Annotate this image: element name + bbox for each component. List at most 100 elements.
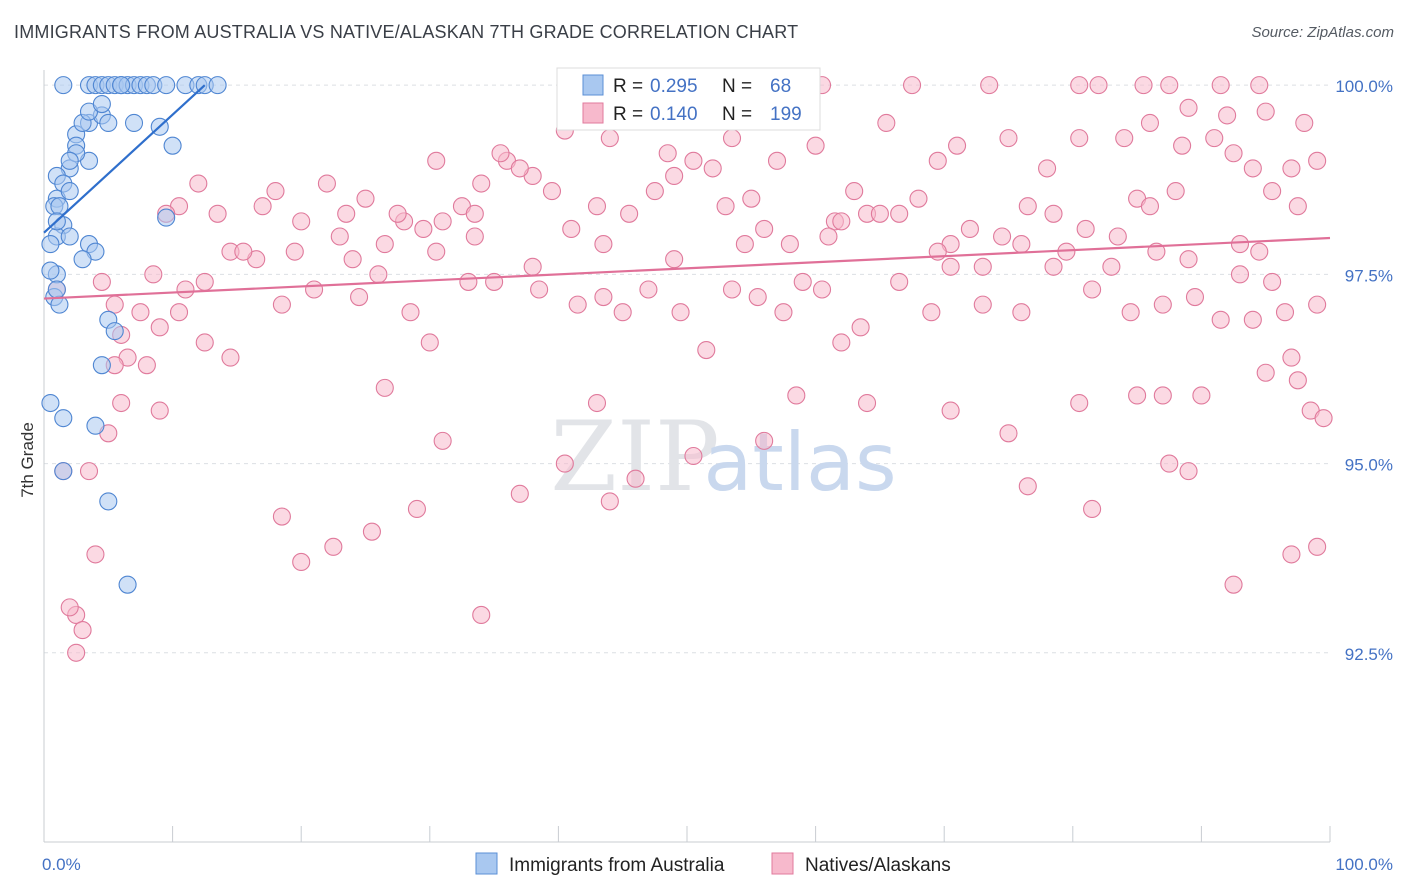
natives-point	[1230, 235, 1250, 254]
natives-point	[1308, 295, 1327, 314]
natives-point	[407, 499, 426, 519]
natives-point	[684, 446, 703, 466]
australia-point	[105, 322, 124, 341]
natives-point	[819, 227, 838, 246]
natives-point	[1295, 113, 1314, 133]
australia-point	[60, 182, 79, 201]
legend-n-label: N =	[722, 104, 752, 125]
natives-point	[292, 212, 311, 231]
natives-point	[1153, 295, 1172, 314]
natives-point	[1083, 280, 1102, 299]
natives-point	[1179, 98, 1198, 117]
natives-point	[73, 621, 92, 640]
natives-point	[1211, 76, 1230, 95]
natives-point	[562, 219, 581, 238]
natives-point	[1308, 537, 1327, 556]
australia-trend-line	[43, 84, 206, 234]
natives-point	[890, 204, 909, 223]
natives-point	[337, 204, 356, 223]
natives-point	[1160, 76, 1179, 95]
natives-point	[671, 303, 690, 322]
natives-point	[292, 552, 311, 572]
natives-point	[1012, 303, 1031, 322]
natives-point	[890, 272, 909, 291]
natives-point	[755, 219, 774, 238]
natives-point	[112, 393, 131, 413]
natives-point	[510, 484, 529, 503]
natives-point	[780, 235, 799, 254]
natives-point	[1044, 257, 1063, 276]
natives-point	[980, 76, 999, 95]
legend-r-label: R =	[613, 104, 643, 125]
natives-point	[703, 159, 722, 178]
natives-point	[1282, 348, 1301, 367]
australia-point	[157, 208, 176, 227]
australia-point	[73, 250, 92, 269]
australia-point	[54, 409, 73, 428]
natives-point	[131, 303, 150, 322]
legend-r-value: 0.140	[650, 104, 698, 125]
natives-point	[1250, 242, 1269, 261]
natives-point	[150, 401, 169, 420]
legend-r-label: R =	[613, 76, 643, 97]
natives-point	[459, 272, 478, 291]
natives-point	[542, 182, 562, 201]
natives-point	[845, 182, 864, 201]
australia-point	[41, 393, 60, 413]
natives-point	[1160, 454, 1179, 473]
y-axis-title: 7th Grade	[18, 422, 37, 498]
natives-point	[600, 492, 619, 511]
y-tick-label: 95.0%	[1345, 456, 1393, 475]
natives-point	[285, 242, 304, 261]
natives-point	[1263, 182, 1282, 201]
legend-n-label: N =	[722, 76, 752, 97]
natives-point	[645, 182, 664, 201]
natives-point	[665, 166, 684, 186]
natives-point	[1288, 371, 1307, 390]
natives-point	[330, 227, 349, 246]
natives-point	[722, 129, 742, 148]
natives-point	[594, 235, 613, 254]
natives-point	[356, 189, 375, 208]
natives-point	[755, 431, 774, 450]
natives-point	[587, 393, 607, 413]
natives-point	[1185, 288, 1205, 307]
natives-point	[137, 356, 156, 375]
natives-point	[189, 174, 208, 193]
natives-point	[851, 318, 870, 337]
natives-point	[1314, 409, 1333, 428]
natives-point	[999, 129, 1018, 148]
legend-swatch	[582, 102, 604, 124]
natives-point	[1218, 106, 1237, 125]
natives-point	[1121, 303, 1140, 322]
natives-point	[1288, 197, 1307, 216]
natives-point	[568, 295, 587, 314]
natives-point	[195, 272, 214, 291]
natives-point	[1070, 393, 1089, 413]
natives-point	[1224, 575, 1243, 594]
natives-point	[86, 545, 105, 564]
x-tick-label: 0.0%	[42, 855, 81, 874]
bottom-legend-swatch	[475, 852, 498, 875]
natives-point	[1115, 129, 1134, 148]
natives-point	[523, 257, 542, 276]
natives-point	[1282, 159, 1301, 178]
natives-point	[465, 227, 484, 246]
natives-point	[375, 378, 394, 397]
natives-point	[1012, 235, 1031, 254]
natives-point	[208, 204, 227, 223]
y-tick-label: 97.5%	[1345, 266, 1393, 285]
natives-point	[594, 288, 613, 307]
australia-point	[92, 356, 111, 375]
natives-point	[253, 197, 272, 216]
natives-point	[665, 250, 684, 269]
natives-point	[587, 197, 607, 216]
natives-point	[79, 462, 99, 481]
australia-point	[112, 76, 131, 95]
natives-point	[169, 303, 189, 322]
natives-point	[1018, 477, 1037, 496]
natives-point	[620, 204, 639, 223]
natives-point	[1224, 144, 1243, 163]
natives-point	[767, 151, 787, 170]
natives-point	[433, 212, 452, 231]
